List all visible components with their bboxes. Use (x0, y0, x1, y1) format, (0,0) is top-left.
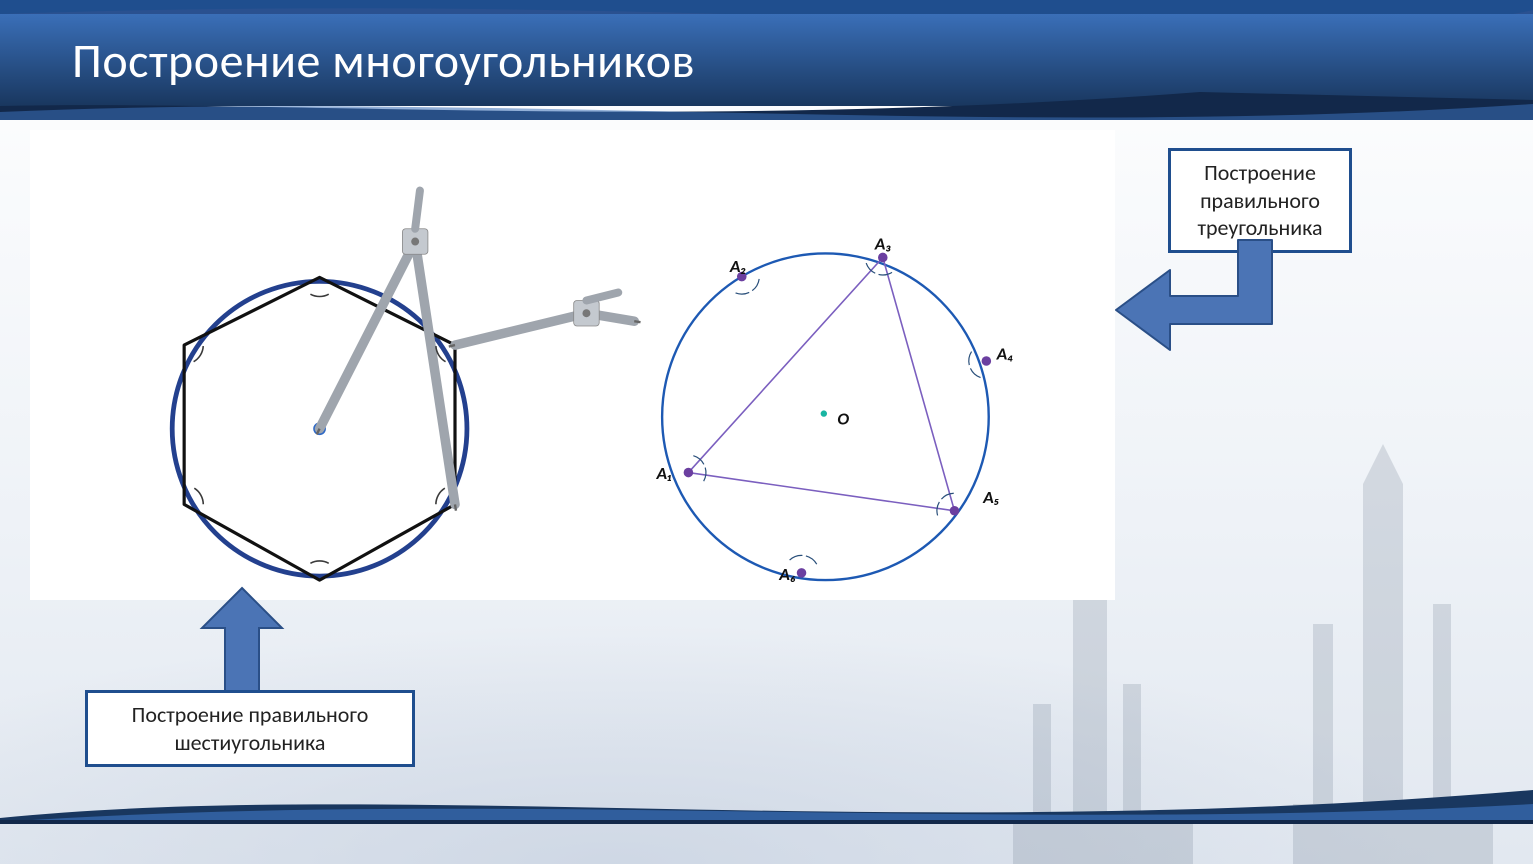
center-point-label: O (837, 408, 849, 430)
inscribed-triangle (688, 257, 954, 510)
slide: Построение многоугольников A₁ A₂ A₃ A₄ A₅ A₆ (0, 0, 1533, 864)
triangle-diagram: A₁ A₂ A₃ A₄ A₅ A₆ O (656, 232, 1014, 585)
point-label-A3: A₃ (874, 232, 892, 254)
point-label-A5: A₅ (982, 486, 1000, 508)
point-label-A2: A₂ (729, 255, 747, 277)
hexagon-diagram (172, 191, 640, 581)
point-A5 (950, 506, 960, 516)
point-A4 (982, 356, 992, 366)
triangle-circumscribed-circle (662, 253, 989, 580)
point-label-A6: A₆ (778, 563, 796, 585)
hexagon-callout-box: Построение правильного шестиугольника (85, 690, 415, 767)
triangle-callout-text: Построение правильного треугольника (1197, 159, 1322, 241)
center-point-dot (821, 410, 827, 416)
page-title: Построение многоугольников (72, 31, 695, 90)
diagram-panel: A₁ A₂ A₃ A₄ A₅ A₆ O (30, 130, 1115, 600)
compass-icon (449, 293, 641, 347)
title-bar: Построение многоугольников (0, 0, 1533, 120)
hexagon-callout-text: Построение правильного шестиугольника (132, 701, 369, 756)
diagrams-svg: A₁ A₂ A₃ A₄ A₅ A₆ O (30, 130, 1115, 600)
callout-arrow-icon (182, 584, 302, 704)
point-A1 (684, 468, 694, 478)
bottom-stripe (0, 784, 1533, 824)
callout-arrow-icon (1108, 234, 1288, 384)
compass-icon (317, 191, 456, 511)
point-A6 (797, 568, 807, 578)
point-label-A1: A₁ (656, 462, 672, 484)
point-label-A4: A₄ (996, 342, 1014, 364)
